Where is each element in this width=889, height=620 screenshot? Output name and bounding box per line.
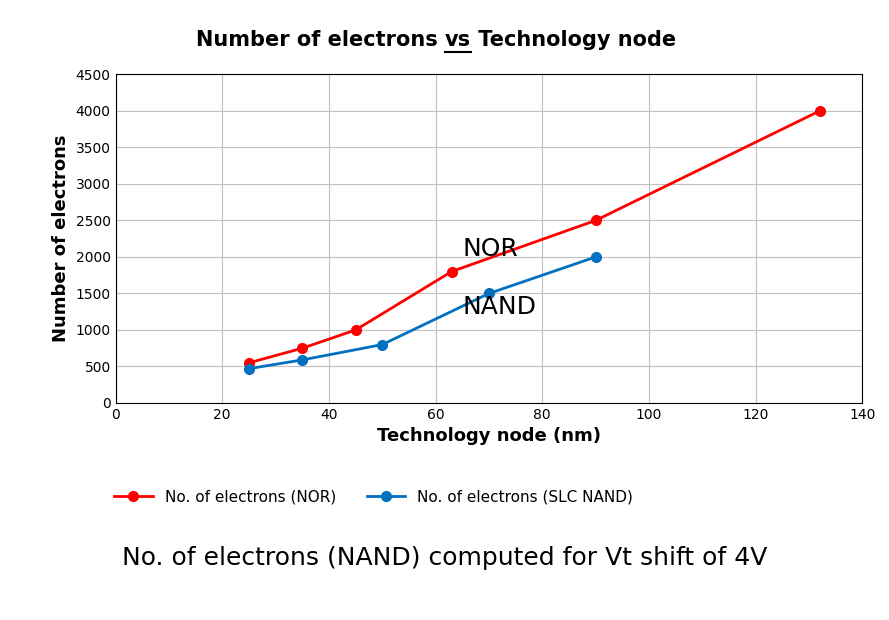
No. of electrons (NOR) bbox=[590, 217, 601, 224]
Text: No. of electrons (NAND) computed for Vt shift of 4V: No. of electrons (NAND) computed for Vt … bbox=[122, 546, 767, 570]
No. of electrons (SLC NAND) bbox=[377, 341, 388, 348]
No. of electrons (NOR) bbox=[297, 345, 308, 352]
Line: No. of electrons (NOR): No. of electrons (NOR) bbox=[244, 106, 824, 368]
Y-axis label: Number of electrons: Number of electrons bbox=[52, 135, 70, 342]
No. of electrons (NOR) bbox=[446, 268, 457, 275]
Text: vs: vs bbox=[444, 30, 470, 50]
No. of electrons (SLC NAND) bbox=[590, 253, 601, 260]
X-axis label: Technology node (nm): Technology node (nm) bbox=[377, 427, 601, 445]
No. of electrons (SLC NAND) bbox=[484, 290, 494, 297]
Text: NOR: NOR bbox=[462, 237, 518, 260]
Legend: No. of electrons (NOR), No. of electrons (SLC NAND): No. of electrons (NOR), No. of electrons… bbox=[108, 483, 639, 510]
No. of electrons (NOR) bbox=[814, 107, 825, 115]
Text: Technology node: Technology node bbox=[470, 30, 676, 50]
Text: NAND: NAND bbox=[462, 295, 536, 319]
No. of electrons (SLC NAND) bbox=[244, 365, 254, 373]
Line: No. of electrons (SLC NAND): No. of electrons (SLC NAND) bbox=[244, 252, 600, 373]
Text: Number of electrons: Number of electrons bbox=[196, 30, 444, 50]
No. of electrons (NOR) bbox=[350, 326, 361, 334]
No. of electrons (NOR) bbox=[244, 359, 254, 366]
No. of electrons (SLC NAND) bbox=[297, 356, 308, 364]
